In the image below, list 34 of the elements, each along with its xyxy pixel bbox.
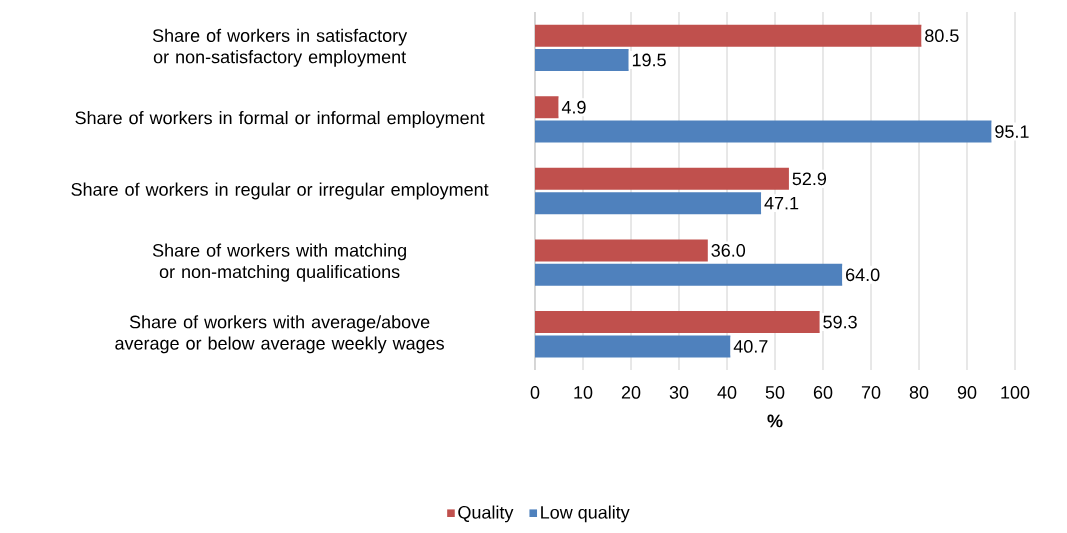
data-label: 52.9 bbox=[792, 172, 827, 186]
data-label: 19.5 bbox=[632, 53, 666, 67]
x-tick-label: 80 bbox=[909, 386, 929, 399]
bar bbox=[535, 335, 731, 358]
x-tick-label: 30 bbox=[669, 386, 689, 399]
data-label: 36.0 bbox=[711, 244, 746, 257]
data-label: 40.7 bbox=[733, 340, 768, 353]
x-tick-label: 10 bbox=[574, 386, 593, 399]
bar bbox=[535, 96, 559, 119]
y-tick-label: Share of workers with matching or non-matching qualifications bbox=[152, 243, 406, 282]
data-label: 4.9 bbox=[561, 100, 586, 114]
y-tick-label: Share of workers with average/above average or below average weekly wages bbox=[115, 315, 444, 354]
legend-label: Quality bbox=[458, 505, 514, 523]
bar bbox=[535, 167, 789, 190]
data-label: 95.1 bbox=[995, 125, 1029, 138]
x-tick-label: 40 bbox=[717, 386, 737, 399]
x-tick-label: 100 bbox=[1001, 386, 1030, 399]
legend-label: Low quality bbox=[541, 505, 630, 523]
y-tick-label: Share of workers in satisfactory or non-satisfactory employment bbox=[152, 28, 408, 67]
x-tick-label: 70 bbox=[861, 386, 881, 399]
x-tick-label: 60 bbox=[813, 386, 833, 399]
data-label: 47.1 bbox=[764, 196, 799, 210]
bar bbox=[535, 239, 708, 262]
data-label: 80.5 bbox=[925, 29, 959, 42]
x-tick-label: 0 bbox=[530, 386, 540, 399]
y-tick-label: Share of workers in formal or informal employment bbox=[75, 111, 485, 128]
x-axis-title: % bbox=[767, 414, 783, 428]
data-label: 64.0 bbox=[846, 268, 880, 282]
y-tick-label: Share of workers in regular or irregular employment bbox=[71, 182, 489, 200]
x-tick-label: 20 bbox=[621, 386, 641, 399]
x-tick-label: 50 bbox=[765, 386, 785, 399]
x-tick-label: 90 bbox=[957, 386, 977, 399]
data-label: 59.3 bbox=[823, 315, 857, 329]
bar bbox=[535, 24, 922, 47]
